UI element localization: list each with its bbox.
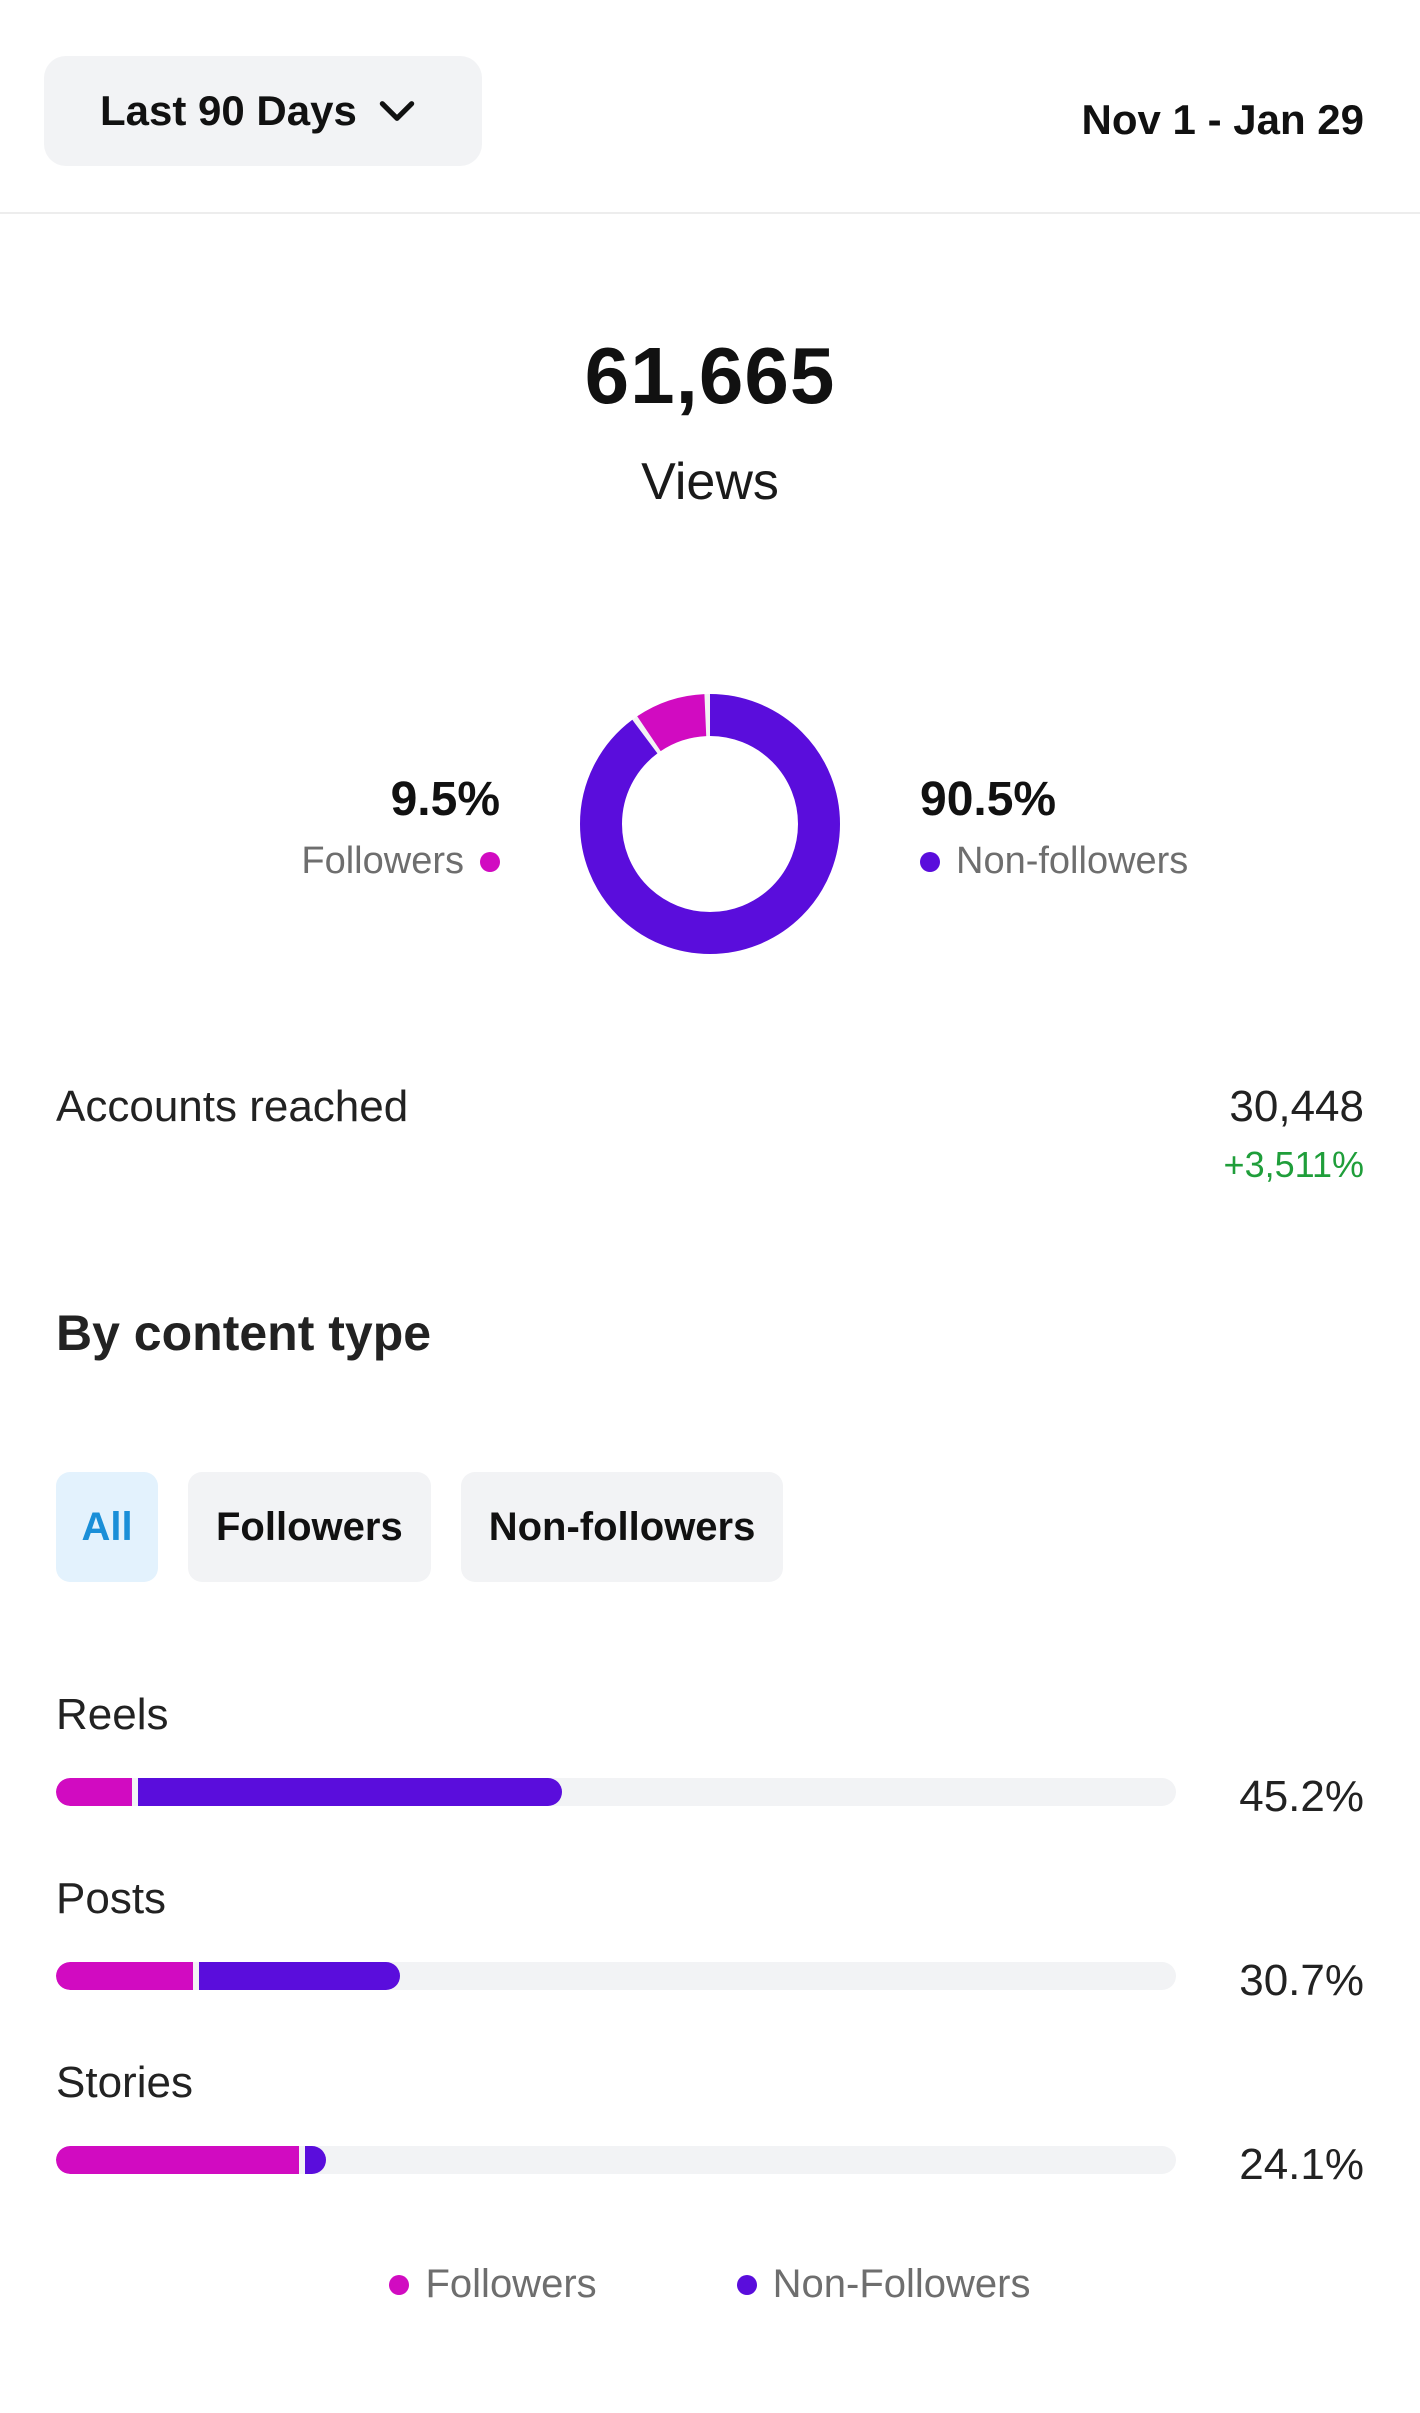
content-row-label: Stories — [56, 2058, 193, 2107]
content-row-percentage: 24.1% — [1239, 2140, 1364, 2189]
followers-percentage: 9.5% — [390, 773, 500, 826]
filter-followers-button[interactable]: Followers — [188, 1472, 431, 1582]
content-type-legend: Followers Non-Followers — [0, 2262, 1420, 2307]
date-range-text: Nov 1 - Jan 29 — [1081, 96, 1364, 143]
views-label: Views — [641, 453, 779, 511]
content-row-label: Posts — [56, 1874, 167, 1923]
content-row-percentage: 45.2% — [1239, 1772, 1364, 1821]
views-count: 61,665 — [584, 331, 836, 420]
followers-dot-icon — [389, 2274, 410, 2295]
legend-non-followers-label: Non-Followers — [772, 2262, 1031, 2306]
non-followers-segment — [198, 1962, 400, 1990]
content-type-title: By content type — [56, 1305, 432, 1361]
content-row-reels: Reels 45.2% — [56, 1690, 1364, 1874]
accounts-reached-label: Accounts reached — [56, 1082, 409, 1131]
content-type-rows: Reels 45.2% Posts 30.7% Stories 24.1% — [56, 1690, 1364, 2242]
followers-dot-icon — [480, 851, 500, 872]
accounts-reached-change: +3,511% — [1223, 1144, 1364, 1185]
chevron-down-icon — [379, 101, 415, 121]
content-row-label: Reels — [56, 1690, 169, 1739]
legend-non-followers: Non-Followers — [736, 2262, 1031, 2307]
content-row-bar — [56, 1962, 1176, 1990]
non-followers-dot-icon — [920, 851, 940, 872]
content-row-percentage: 30.7% — [1239, 1956, 1364, 2005]
non-followers-segment — [305, 2146, 326, 2174]
legend-followers: Followers — [389, 2262, 597, 2307]
content-row-stories: Stories 24.1% — [56, 2058, 1364, 2242]
non-followers-legend: Non-followers — [920, 840, 1188, 883]
accounts-reached-value: 30,448 — [1229, 1082, 1364, 1131]
filter-all-button[interactable]: All — [56, 1472, 158, 1582]
non-followers-segment — [138, 1778, 563, 1806]
followers-segment — [56, 1778, 133, 1806]
header: Last 90 Days Nov 1 - Jan 29 — [0, 0, 1420, 214]
legend-followers-label: Followers — [425, 2262, 597, 2306]
content-type-filters: All Followers Non-followers — [56, 1472, 784, 1582]
date-range-dropdown[interactable]: Last 90 Days — [44, 56, 482, 166]
non-followers-donut-segment — [580, 694, 840, 954]
followers-segment — [56, 1962, 193, 1990]
audience-donut-chart — [580, 694, 840, 954]
non-followers-dot-icon — [736, 2274, 757, 2295]
content-row-bar — [56, 1778, 1176, 1806]
non-followers-legend-label: Non-followers — [956, 840, 1189, 882]
followers-legend-label: Followers — [301, 840, 464, 882]
followers-segment — [56, 2146, 300, 2174]
filter-non-followers-button[interactable]: Non-followers — [460, 1472, 784, 1582]
non-followers-percentage: 90.5% — [920, 773, 1057, 826]
content-row-bar — [56, 2146, 1176, 2174]
followers-legend: Followers — [301, 840, 500, 883]
date-range-dropdown-label: Last 90 Days — [100, 87, 357, 134]
content-row-posts: Posts 30.7% — [56, 1874, 1364, 2058]
